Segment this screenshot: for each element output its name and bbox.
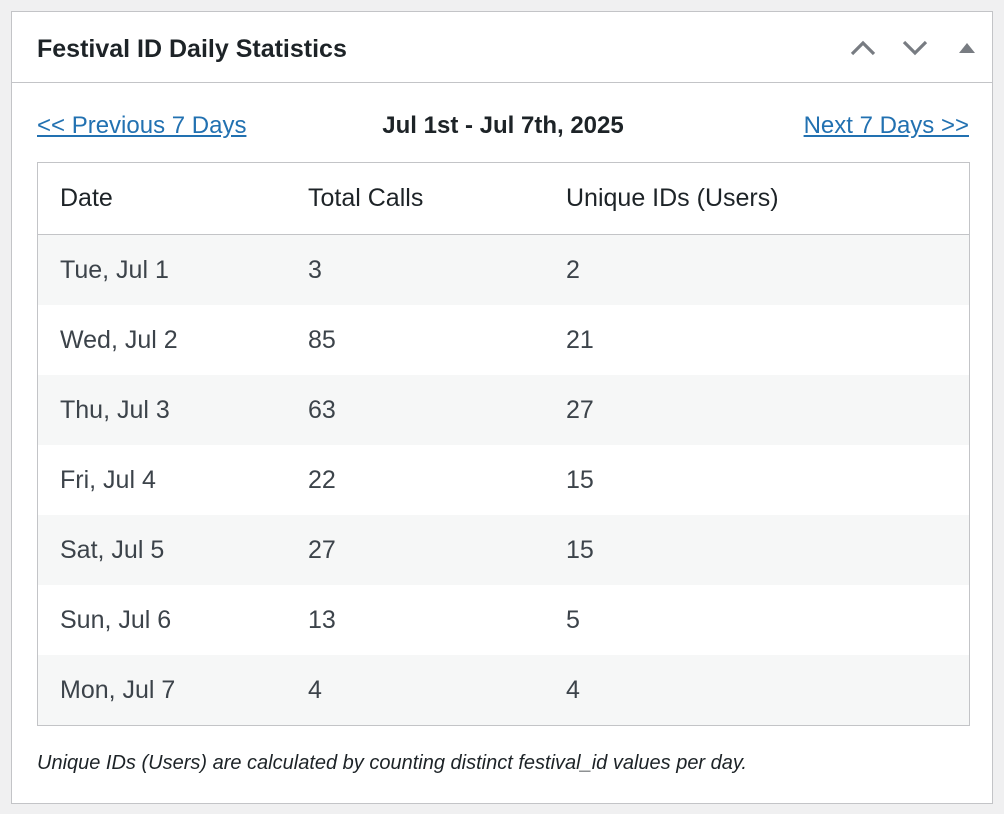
statistics-panel: Festival ID Daily Statistics Jul 1st - J… (11, 11, 993, 804)
cell-date: Wed, Jul 2 (60, 325, 178, 354)
next-7-days-link[interactable]: Next 7 Days >> (803, 112, 969, 139)
panel-header: Festival ID Daily Statistics (12, 12, 992, 83)
panel-title: Festival ID Daily Statistics (37, 35, 347, 63)
cell-date: Sat, Jul 5 (60, 535, 165, 564)
daily-stats-table: Date Total Calls Unique IDs (Users) Tue,… (37, 162, 970, 726)
cell-unique-ids: 2 (566, 255, 580, 284)
cell-unique-ids: 5 (566, 605, 580, 634)
chevron-up-icon (850, 40, 876, 56)
table-row: Thu, Jul 3 63 27 (37, 375, 970, 445)
previous-7-days-link[interactable]: << Previous 7 Days (37, 112, 247, 139)
toggle-panel-button[interactable] (949, 32, 985, 64)
move-up-button[interactable] (845, 32, 881, 64)
cell-total-calls: 27 (308, 535, 336, 564)
column-header-total-calls: Total Calls (286, 162, 544, 235)
cell-date: Tue, Jul 1 (60, 255, 169, 284)
cell-total-calls: 13 (308, 605, 336, 634)
table-row: Mon, Jul 7 4 4 (37, 655, 970, 726)
cell-unique-ids: 15 (566, 535, 594, 564)
column-header-date: Date (37, 162, 286, 235)
cell-date: Sun, Jul 6 (60, 605, 172, 634)
cell-total-calls: 4 (308, 675, 322, 704)
footnote: Unique IDs (Users) are calculated by cou… (37, 752, 747, 774)
table-row: Sat, Jul 5 27 15 (37, 515, 970, 585)
table-row: Fri, Jul 4 22 15 (37, 445, 970, 515)
cell-total-calls: 85 (308, 325, 336, 354)
cell-date: Fri, Jul 4 (60, 465, 156, 494)
cell-unique-ids: 15 (566, 465, 594, 494)
cell-unique-ids: 21 (566, 325, 594, 354)
table-row: Sun, Jul 6 13 5 (37, 585, 970, 655)
cell-unique-ids: 27 (566, 395, 594, 424)
cell-unique-ids: 4 (566, 675, 580, 704)
cell-date: Thu, Jul 3 (60, 395, 170, 424)
date-navigation: Jul 1st - Jul 7th, 2025 << Previous 7 Da… (37, 110, 969, 142)
cell-total-calls: 3 (308, 255, 322, 284)
column-header-unique-ids: Unique IDs (Users) (544, 162, 970, 235)
triangle-up-icon (959, 43, 975, 53)
table-row: Tue, Jul 1 3 2 (37, 234, 970, 305)
chevron-down-icon (902, 40, 928, 56)
table-row: Wed, Jul 2 85 21 (37, 305, 970, 375)
cell-total-calls: 63 (308, 395, 336, 424)
table-header-row: Date Total Calls Unique IDs (Users) (37, 162, 970, 235)
move-down-button[interactable] (897, 32, 933, 64)
cell-date: Mon, Jul 7 (60, 675, 176, 704)
cell-total-calls: 22 (308, 465, 336, 494)
